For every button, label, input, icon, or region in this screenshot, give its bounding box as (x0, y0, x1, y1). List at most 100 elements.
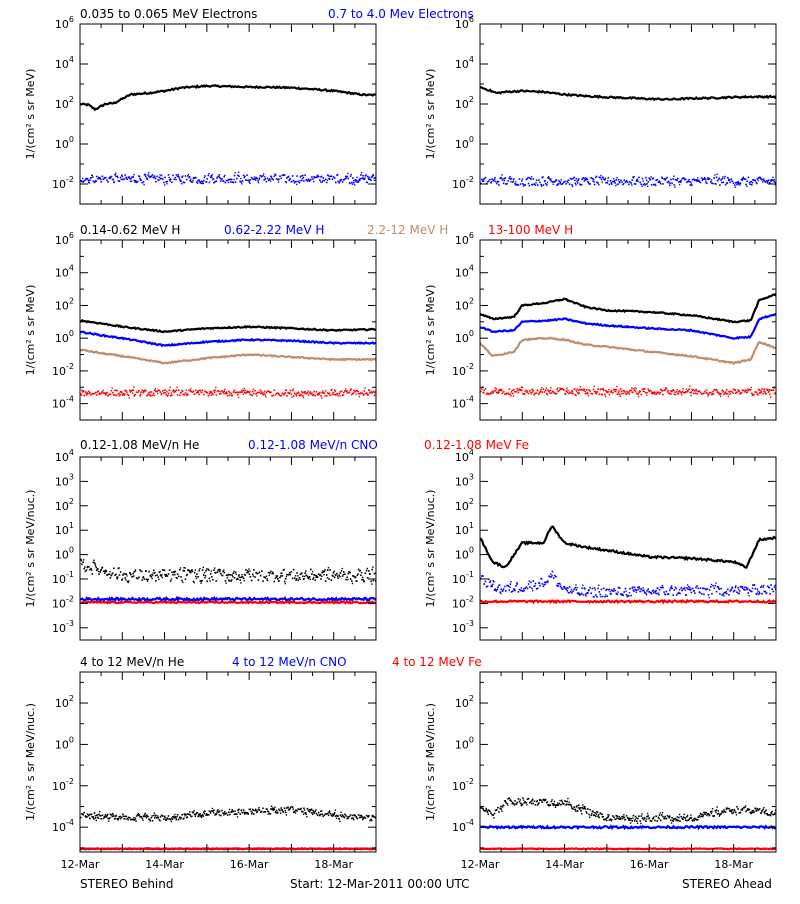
data-point (175, 817, 177, 819)
data-point (715, 582, 717, 584)
data-point (162, 178, 164, 180)
data-point (773, 813, 776, 815)
data-point (343, 815, 345, 818)
data-point (620, 388, 622, 390)
data-point (97, 390, 99, 393)
y-tick-label: 104 (455, 264, 474, 280)
data-point (590, 392, 592, 395)
data-point (119, 815, 121, 818)
data-point (632, 176, 635, 179)
data-point (130, 180, 133, 182)
data-point (593, 587, 596, 589)
data-point (580, 389, 582, 391)
data-point (491, 178, 493, 180)
data-point (150, 391, 153, 393)
data-point (225, 179, 228, 182)
data-point (173, 816, 175, 819)
data-point (608, 393, 611, 396)
data-point (303, 578, 305, 580)
data-point (291, 396, 293, 398)
data-point (653, 391, 655, 394)
data-point (678, 589, 681, 591)
data-point (695, 179, 697, 181)
data-point (223, 814, 225, 816)
data-point (682, 818, 684, 820)
data-point (754, 587, 756, 590)
data-point (325, 813, 328, 815)
data-point (106, 391, 108, 394)
data-point (134, 570, 136, 573)
x-tick-label: 18-Mar (714, 858, 753, 871)
data-point (514, 589, 516, 592)
data-point (287, 806, 289, 809)
data-point (517, 390, 519, 392)
data-point (728, 594, 730, 596)
data-point (532, 798, 534, 800)
data-point (588, 389, 590, 391)
data-point (694, 392, 697, 394)
data-point (541, 801, 544, 803)
data-point (559, 800, 561, 802)
data-point (180, 180, 182, 182)
data-point (289, 572, 291, 574)
data-point (274, 173, 276, 175)
data-point (769, 182, 771, 184)
data-point (327, 812, 329, 815)
data-point (547, 177, 549, 179)
data-point (143, 391, 145, 393)
data-point (363, 178, 366, 181)
data-point (147, 815, 149, 818)
data-point (264, 811, 266, 813)
data-point (568, 803, 571, 806)
data-point (336, 814, 338, 817)
data-point (559, 585, 562, 587)
data-point (283, 568, 285, 571)
data-point (233, 391, 235, 393)
data-point (712, 584, 714, 587)
data-point (168, 569, 171, 571)
data-point (763, 388, 766, 390)
data-point (656, 820, 659, 822)
data-point (570, 588, 573, 591)
data-point (568, 592, 570, 594)
data-point (763, 390, 765, 392)
data-point (508, 589, 511, 592)
data-point (756, 393, 759, 395)
data-point (344, 573, 346, 575)
data-point (358, 178, 360, 180)
data-point (301, 177, 304, 180)
data-point (678, 816, 680, 819)
data-point (204, 575, 207, 577)
data-point (607, 176, 610, 179)
data-point (233, 570, 235, 573)
series-1 (480, 313, 776, 341)
data-point (618, 818, 621, 821)
data-point (703, 177, 706, 179)
data-point (103, 570, 105, 572)
data-point (92, 176, 94, 178)
plot-area (80, 805, 376, 851)
data-point (607, 588, 610, 591)
data-point (122, 815, 125, 817)
data-point (371, 176, 373, 179)
data-point (671, 587, 673, 590)
data-point (303, 392, 306, 394)
data-point (201, 569, 204, 571)
data-point (117, 176, 119, 179)
data-point (544, 179, 546, 182)
data-point (649, 178, 652, 181)
data-point (524, 184, 526, 186)
data-point (95, 180, 97, 182)
data-point (679, 390, 681, 393)
data-point (193, 581, 195, 584)
data-point (88, 813, 91, 816)
data-point (656, 392, 658, 395)
data-point (149, 391, 151, 393)
data-point (313, 390, 315, 393)
data-point (99, 811, 101, 813)
data-point (514, 391, 516, 393)
data-point (750, 181, 752, 183)
data-point (373, 177, 375, 179)
data-point (504, 177, 507, 179)
data-point (316, 174, 319, 177)
